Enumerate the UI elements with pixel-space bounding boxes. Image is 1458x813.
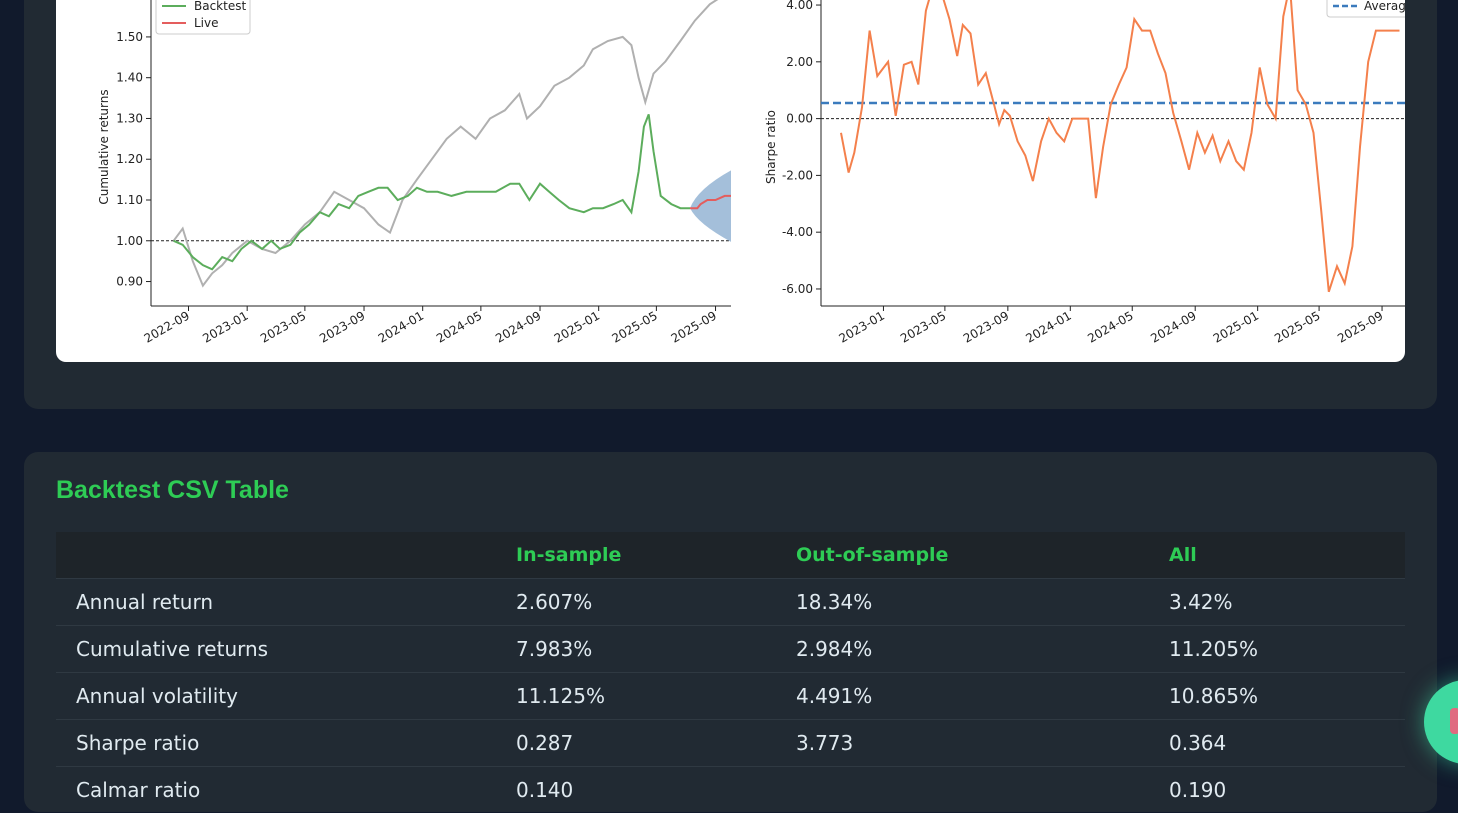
- sharpe-xtick-label: 2025-09: [1335, 308, 1385, 345]
- sharpe-ytick-label: 2.00: [786, 55, 813, 69]
- cum-ytick-label: 1.60: [116, 0, 143, 3]
- rolling-sharpe-chart: -6.00 -4.00 -2.00 0.00 2.00 4.00 2023-01 2023-0…: [731, 0, 1405, 362]
- cell-all: 10.865%: [1149, 673, 1405, 720]
- sharpe-line: [841, 0, 1400, 292]
- cell-all: 0.190: [1149, 767, 1405, 813]
- table-row: Annual return 2.607% 18.34% 3.42%: [56, 579, 1405, 626]
- table-title: Backtest CSV Table: [56, 476, 289, 505]
- cum-ytick-label: 1.30: [116, 111, 143, 125]
- cum-ytick-label: 1.50: [116, 30, 143, 44]
- cum-xtick-label: 2024-05: [434, 308, 484, 345]
- cell-all: 11.205%: [1149, 626, 1405, 673]
- charts-panel: 0.901.001.101.201.301.401.501.602022-092…: [24, 0, 1437, 409]
- sharpe-xtick-label: 2025-01: [1211, 308, 1261, 345]
- cum-ytick-label: 1.20: [116, 152, 143, 166]
- cum-xtick-label: 2025-05: [609, 308, 659, 345]
- cum-ytick-label: 1.00: [116, 234, 143, 248]
- header-metric: [56, 532, 496, 579]
- cum-backtest-line: [174, 114, 690, 269]
- header-all: All: [1149, 532, 1405, 579]
- sharpe-ytick-label: -6.00: [782, 282, 813, 296]
- sharpe-xtick-label: 2024-01: [1023, 308, 1073, 345]
- sharpe-legend: Average: [1327, 0, 1405, 17]
- cell-all: 3.42%: [1149, 579, 1405, 626]
- cell-in-sample: 2.607%: [496, 579, 776, 626]
- cum-xtick-label: 2023-05: [258, 308, 308, 345]
- cell-out-of-sample: 2.984%: [776, 626, 1149, 673]
- cum-ylabel: Cumulative returns: [97, 89, 111, 204]
- cum-plot: 0.901.001.101.201.301.401.501.602022-092…: [97, 0, 731, 346]
- cumulative-returns-chart: 0.901.001.101.201.301.401.501.602022-092…: [56, 0, 731, 362]
- cum-ytick-label: 0.90: [116, 275, 143, 289]
- header-in-sample: In-sample: [496, 532, 776, 579]
- cum-ytick-label: 1.10: [116, 193, 143, 207]
- cum-xtick-label: 2024-01: [376, 308, 426, 345]
- row-label: Annual return: [56, 579, 496, 626]
- sharpe-ytick-label: 0.00: [786, 112, 813, 126]
- sharpe-xtick-label: 2023-09: [961, 308, 1011, 345]
- cum-xtick-label: 2024-09: [493, 308, 543, 345]
- table-row: Sharpe ratio 0.287 3.773 0.364: [56, 720, 1405, 767]
- cell-in-sample: 0.287: [496, 720, 776, 767]
- cum-xtick-label: 2023-01: [200, 308, 250, 345]
- cum-xtick-label: 2023-09: [317, 308, 367, 345]
- sharpe-ytick-label: -2.00: [782, 168, 813, 182]
- sharpe-ylabel: Sharpe ratio: [764, 110, 778, 184]
- sharpe-xtick-label: 2025-05: [1272, 308, 1322, 345]
- row-label: Calmar ratio: [56, 767, 496, 813]
- cell-all: 0.364: [1149, 720, 1405, 767]
- table-header-row: In-sample Out-of-sample All: [56, 532, 1405, 579]
- row-label: Cumulative returns: [56, 626, 496, 673]
- table-row: Cumulative returns 7.983% 2.984% 11.205%: [56, 626, 1405, 673]
- cum-confidence-cone: [690, 167, 731, 244]
- charts-card: 0.901.001.101.201.301.401.501.602022-092…: [56, 0, 1405, 362]
- cell-in-sample: 7.983%: [496, 626, 776, 673]
- sharpe-xtick-label: 2023-05: [898, 308, 948, 345]
- cum-xtick-label: 2022-09: [142, 308, 192, 345]
- cum-ytick-label: 1.40: [116, 71, 143, 85]
- backtest-table-panel: Backtest CSV Table In-sample Out-of-samp…: [24, 452, 1437, 812]
- cell-out-of-sample: 18.34%: [776, 579, 1149, 626]
- cum-benchmark-line: [174, 0, 731, 286]
- sharpe-plot: -6.00 -4.00 -2.00 0.00 2.00 4.00 2023-01 2023-0…: [764, 0, 1405, 346]
- cell-out-of-sample: 3.773: [776, 720, 1149, 767]
- cell-in-sample: 11.125%: [496, 673, 776, 720]
- legend-label-backtest: Backtest: [194, 0, 246, 13]
- row-label: Annual volatility: [56, 673, 496, 720]
- cell-out-of-sample: [776, 767, 1149, 813]
- table-row: Annual volatility 11.125% 4.491% 10.865%: [56, 673, 1405, 720]
- legend-label-live: Live: [194, 16, 219, 30]
- cum-xtick-label: 2025-01: [552, 308, 602, 345]
- fab-icon: [1450, 708, 1458, 734]
- header-out-of-sample: Out-of-sample: [776, 532, 1149, 579]
- legend-label-average: Average: [1364, 0, 1405, 13]
- sharpe-xtick-label: 2024-09: [1148, 308, 1198, 345]
- sharpe-xtick-label: 2023-01: [837, 308, 887, 345]
- row-label: Sharpe ratio: [56, 720, 496, 767]
- cum-legend: Backtest Live: [156, 0, 250, 34]
- backtest-table: In-sample Out-of-sample All Annual retur…: [56, 532, 1405, 813]
- cell-in-sample: 0.140: [496, 767, 776, 813]
- cell-out-of-sample: 4.491%: [776, 673, 1149, 720]
- sharpe-ytick-label: 4.00: [786, 0, 813, 12]
- cum-xtick-label: 2025-09: [669, 308, 719, 345]
- sharpe-xtick-label: 2024-05: [1085, 308, 1135, 345]
- table-row: Calmar ratio 0.140 0.190: [56, 767, 1405, 813]
- sharpe-ytick-label: -4.00: [782, 225, 813, 239]
